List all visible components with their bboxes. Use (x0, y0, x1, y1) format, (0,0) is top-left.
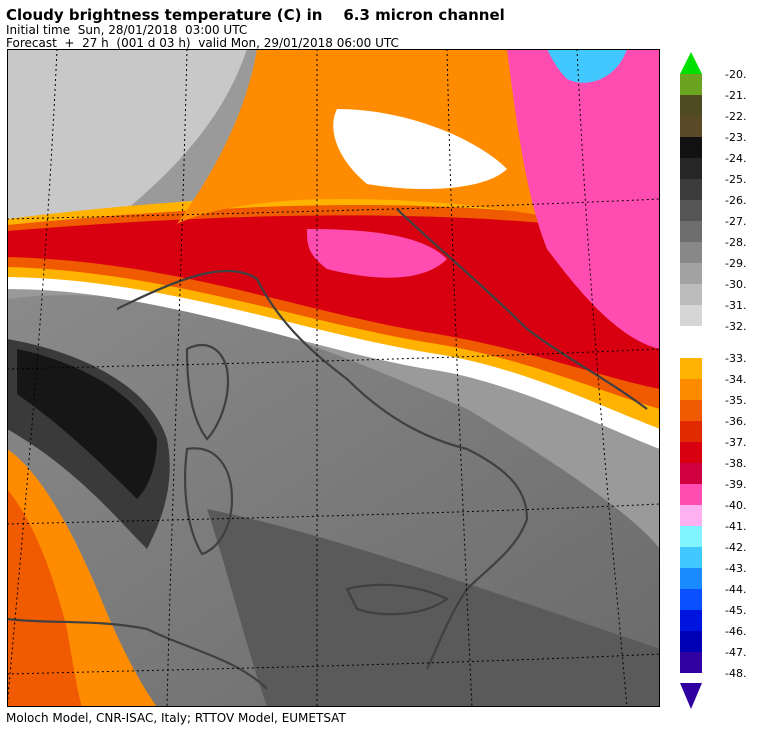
warm-region-east (507, 49, 660, 349)
legend-label: -46. (725, 625, 747, 638)
legend-swatch (680, 547, 702, 568)
warm-band-magenta (307, 229, 447, 278)
color-legend: -20. -21. -22. -23. -24. -25. -26. -27. -28. -29.… (675, 48, 760, 713)
coastline-adriatic-east (396, 208, 648, 410)
legend-swatch (680, 484, 702, 505)
legend-label: -29. (725, 257, 747, 270)
graticule-line (7, 348, 660, 370)
legend-swatch (680, 379, 702, 400)
legend-label: -47. (725, 646, 747, 659)
legend-label: -30. (725, 278, 747, 291)
legend-swatch (680, 221, 702, 242)
legend-label: -40. (725, 499, 747, 512)
map-canvas (7, 49, 660, 707)
graticule-line (7, 198, 660, 220)
coastline-corsica (185, 343, 230, 441)
graticule-line (7, 653, 660, 675)
legend-label: -34. (725, 373, 747, 386)
legend-swatch (680, 200, 702, 221)
coastline-italy (116, 269, 529, 670)
legend-swatch (680, 95, 702, 116)
brightness-temperature-map (7, 49, 660, 707)
graticule-line (166, 49, 188, 707)
graticule-line (576, 49, 628, 707)
legend-label: -27. (725, 215, 747, 228)
legend-swatch (680, 505, 702, 526)
legend-overflow-arrow-down (680, 683, 702, 709)
cloud-field-light-nw (7, 49, 247, 224)
initial-time-label: Initial time Sun, 28/01/2018 03:00 UTC (6, 23, 248, 37)
cold-spot-blue (547, 49, 627, 83)
legend-label: -20. (725, 68, 747, 81)
legend-label: -24. (725, 152, 747, 165)
legend-label: -45. (725, 604, 747, 617)
legend-label: -22. (725, 110, 747, 123)
legend-label: -37. (725, 436, 747, 449)
legend-swatch (680, 358, 702, 379)
legend-label: -25. (725, 173, 747, 186)
legend-swatch (680, 116, 702, 137)
graticule-line (446, 49, 473, 707)
map-title: Cloudy brightness temperature (C) in 6.3… (6, 6, 505, 24)
legend-swatch (680, 526, 702, 547)
legend-label: -31. (725, 299, 747, 312)
cold-core-black (17, 349, 157, 499)
legend-swatch (680, 631, 702, 652)
legend-swatch (680, 610, 702, 631)
legend-label: -28. (725, 236, 747, 249)
legend-label: -33. (725, 352, 747, 365)
legend-label: -43. (725, 562, 747, 575)
legend-swatch (680, 400, 702, 421)
legend-swatch (680, 589, 702, 610)
coastline-sicily (345, 583, 450, 616)
graticule-line (7, 49, 58, 707)
graticule-line (7, 503, 660, 525)
legend-swatch (680, 305, 702, 326)
warm-band-red (7, 215, 660, 389)
legend-label: -26. (725, 194, 747, 207)
cloud-field-dark-se (207, 509, 660, 707)
legend-label: -44. (725, 583, 747, 596)
legend-swatch (680, 137, 702, 158)
legend-label: -32. (725, 320, 747, 333)
legend-swatch (680, 179, 702, 200)
graticule (7, 49, 660, 707)
forecast-validity-label: Forecast + 27 h (001 d 03 h) valid Mon, … (6, 36, 399, 50)
coastline-north-africa (7, 617, 268, 690)
legend-label: -41. (725, 520, 747, 533)
legend-swatch (680, 242, 702, 263)
coastline-sardinia (184, 447, 234, 556)
legend-swatch (680, 652, 702, 673)
map-frame (7, 49, 660, 707)
legend-label: -48. (725, 667, 747, 680)
legend-label: -38. (725, 457, 747, 470)
legend-label: -39. (725, 478, 747, 491)
legend-swatch (680, 463, 702, 484)
clear-patch-north (333, 109, 507, 189)
legend-swatch (680, 284, 702, 305)
warm-region-southwest-core (7, 489, 82, 707)
legend-overflow-arrow-up (680, 52, 702, 74)
legend-label: -42. (725, 541, 747, 554)
legend-label: -35. (725, 394, 747, 407)
legend-swatch (680, 263, 702, 284)
legend-swatch (680, 74, 702, 95)
legend-swatch (680, 158, 702, 179)
legend-swatch (680, 568, 702, 589)
model-credit: Moloch Model, CNR-ISAC, Italy; RTTOV Mod… (6, 711, 346, 725)
legend-label: -23. (725, 131, 747, 144)
coastlines (7, 208, 648, 690)
legend-label: -36. (725, 415, 747, 428)
legend-swatch (680, 442, 702, 463)
legend-swatch (680, 421, 702, 442)
legend-label: -21. (725, 89, 747, 102)
